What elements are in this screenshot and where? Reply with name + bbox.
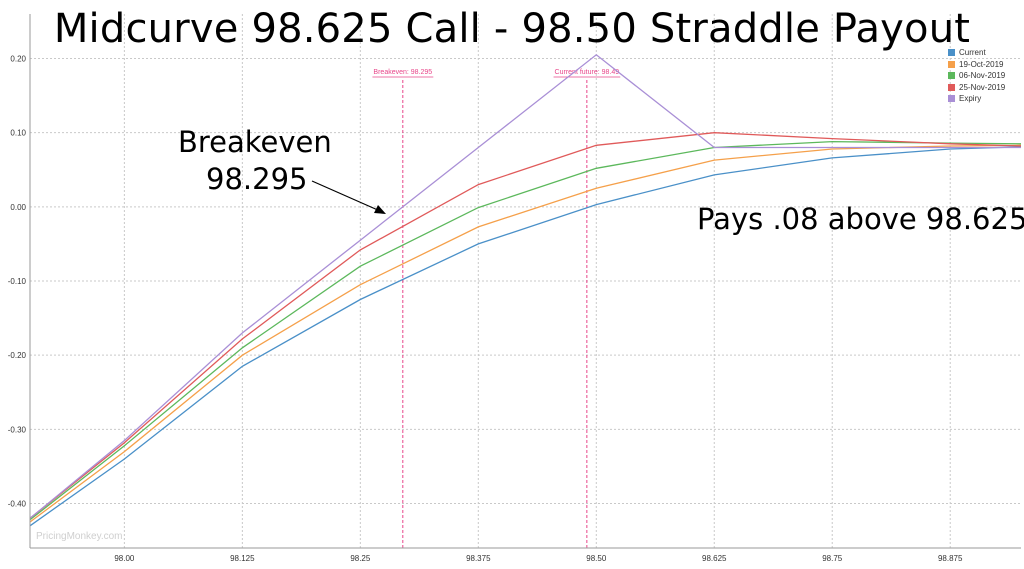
- legend-swatch: [948, 95, 955, 103]
- chart-title: Midcurve 98.625 Call - 98.50 Straddle Pa…: [53, 6, 971, 52]
- x-tick-label: 98.125: [230, 554, 255, 563]
- legend-label: 06-Nov-2019: [959, 71, 1006, 80]
- legend-label: Current: [959, 48, 986, 57]
- legend-swatch: [948, 49, 955, 57]
- x-tick-label: 98.50: [586, 554, 607, 563]
- y-tick-label: 0.10: [10, 129, 26, 138]
- y-tick-label: 0.00: [10, 203, 26, 212]
- legend-label: Expiry: [959, 94, 982, 103]
- legend-swatch: [948, 72, 955, 80]
- x-tick-label: 98.25: [350, 554, 371, 563]
- series-line-current: [29, 146, 1022, 527]
- y-tick-label: -0.40: [8, 500, 27, 509]
- breakeven-arrow-head: [374, 205, 386, 214]
- legend-label: 25-Nov-2019: [959, 82, 1006, 92]
- y-tick-label: -0.30: [8, 425, 27, 434]
- x-tick-label: 98.75: [822, 554, 843, 563]
- x-tick-label: 98.00: [114, 554, 135, 563]
- marker-label: Breakeven: 98.295: [373, 69, 432, 76]
- series-line-expiry: [29, 53, 1021, 519]
- legend-swatch: [948, 60, 955, 68]
- legend-swatch: [948, 83, 955, 91]
- legend-item[interactable]: Current: [948, 47, 1022, 59]
- watermark: PricingMonkey.com: [36, 531, 123, 542]
- legend-label: 19-Oct-2019: [959, 59, 1004, 69]
- breakeven-annotation-value: 98.295: [206, 162, 308, 196]
- legend-item[interactable]: 25-Nov-2019: [948, 82, 1022, 94]
- y-tick-label: 0.20: [10, 55, 26, 64]
- x-tick-label: 98.625: [702, 554, 727, 563]
- pays-annotation: Pays .08 above 98.625: [697, 202, 1024, 236]
- breakeven-arrow-line: [311, 180, 381, 212]
- breakeven-annotation-label: Breakeven: [178, 125, 332, 159]
- legend-item[interactable]: 19-Oct-2019: [948, 59, 1022, 71]
- y-tick-label: -0.20: [8, 351, 27, 360]
- x-tick-label: 98.875: [938, 554, 963, 563]
- legend-item[interactable]: Expiry: [948, 93, 1022, 105]
- series-line-06-nov-2019: [29, 140, 1022, 521]
- series-line-25-nov-2019: [29, 132, 1022, 519]
- legend-item[interactable]: 06-Nov-2019: [948, 70, 1022, 82]
- chart-legend: Current 19-Oct-2019 06-Nov-2019 25-Nov-2019…: [948, 47, 1022, 105]
- y-tick-label: -0.10: [8, 277, 27, 286]
- x-tick-label: 98.375: [466, 554, 491, 563]
- marker-label: Current future: 98.49: [555, 69, 620, 76]
